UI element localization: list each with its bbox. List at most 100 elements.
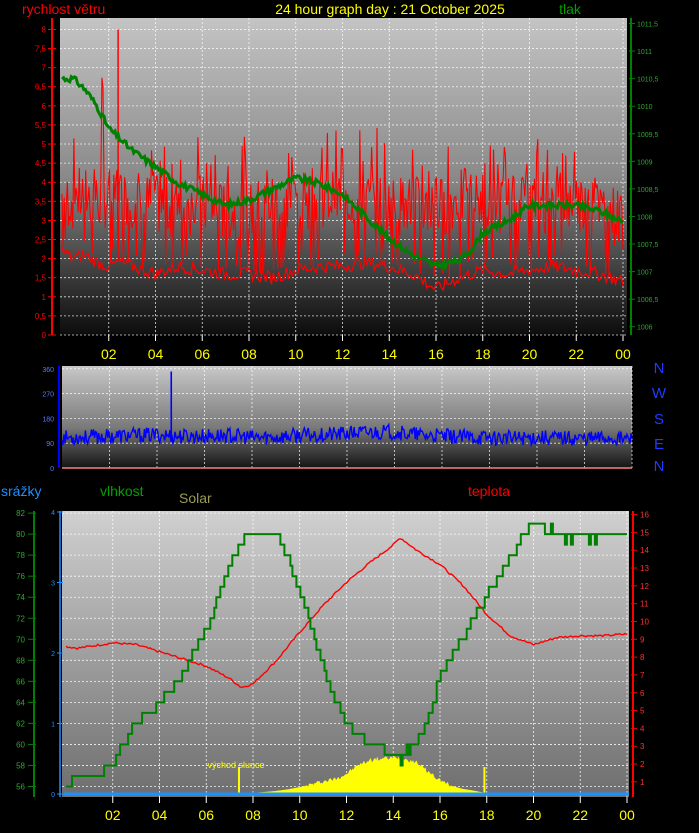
wind-axis-tick-label: 6	[42, 102, 47, 111]
humidity-axis-tick-label: 68	[16, 656, 25, 665]
pressure-axis-tick-label: 1006	[637, 325, 653, 332]
temperature-axis-tick-label: 13	[640, 564, 649, 573]
sunrise-label: východ slunce	[207, 760, 264, 770]
pressure-axis-tick-label: 1008,5	[637, 187, 659, 194]
rain-axis-tick-label: 3	[51, 581, 55, 588]
pressure-axis-tick-label: 1010	[637, 104, 653, 111]
temperature-axis-tick-label: 14	[640, 546, 649, 555]
pressure-axis-tick-label: 1008	[637, 214, 653, 221]
humidity-axis-tick-label: 80	[16, 530, 25, 539]
temperature-label: teplota	[468, 483, 510, 499]
wind-axis-tick-label: 1	[42, 293, 47, 302]
wind-x-tick-label: 20	[522, 346, 538, 362]
wind-axis-tick-label: 3	[42, 216, 47, 225]
temperature-axis-tick-label: 6	[640, 689, 645, 698]
wind-axis-tick-label: 5,5	[35, 121, 47, 130]
wind-x-tick-label: 10	[288, 346, 304, 362]
wind-axis-tick-label: 1,5	[35, 274, 47, 283]
lower-x-tick-label: 08	[245, 807, 261, 823]
humidity-label: vlhkost	[100, 483, 144, 499]
lower-x-tick-label: 20	[526, 807, 542, 823]
pressure-axis-tick-label: 1007,5	[637, 242, 659, 249]
humidity-axis-tick-label: 78	[16, 551, 25, 560]
temperature-axis-tick-label: 7	[640, 671, 645, 680]
rain-axis-tick-label: 1	[51, 722, 55, 729]
rain-label: srážky	[1, 483, 41, 499]
wind-x-tick-label: 12	[335, 346, 351, 362]
wind-axis-tick-label: 2,5	[35, 236, 47, 245]
lower-x-tick-label: 06	[198, 807, 214, 823]
wind-axis-tick-label: 8	[42, 25, 47, 34]
humidity-axis-tick-label: 70	[16, 635, 25, 644]
wind-speed-low-line	[61, 247, 624, 292]
temperature-axis-tick-label: 15	[640, 528, 649, 537]
wind-axis-tick-label: 6,5	[35, 83, 47, 92]
wind-speed-label: rychlost větru	[22, 1, 105, 17]
lower-x-tick-label: 16	[432, 807, 448, 823]
direction-axis-tick-label: 180	[42, 416, 54, 423]
humidity-axis-tick-label: 64	[16, 698, 25, 707]
lower-x-tick-label: 22	[572, 807, 588, 823]
wind-x-tick-label: 06	[194, 346, 210, 362]
temperature-axis-tick-label: 16	[640, 511, 649, 520]
rain-axis-tick-label: 2	[51, 651, 55, 658]
temperature-axis-tick-label: 12	[640, 582, 649, 591]
solar-label: Solar	[179, 490, 212, 506]
humidity-axis-tick-label: 56	[16, 782, 25, 791]
pressure-axis-tick-label: 1006,5	[637, 297, 659, 304]
humidity-axis-tick-label: 58	[16, 761, 25, 770]
wind-x-tick-label: 18	[475, 346, 491, 362]
direction-axis-tick-label: 270	[42, 392, 54, 399]
humidity-axis-tick-label: 60	[16, 740, 25, 749]
temperature-axis-tick-label: 1	[640, 778, 645, 787]
compass-east: E	[654, 436, 664, 453]
pressure-axis-tick-label: 1009,5	[637, 132, 659, 139]
lower-x-tick-label: 02	[105, 807, 121, 823]
lower-x-tick-label: 04	[152, 807, 168, 823]
wind-x-tick-label: 16	[428, 346, 444, 362]
wind-direction-plot-area	[62, 366, 632, 468]
direction-axis-tick-label: 90	[46, 441, 54, 448]
compass-north-top: N	[654, 360, 665, 377]
pressure-label: tlak	[559, 1, 582, 17]
temperature-axis-tick-label: 11	[640, 600, 649, 609]
temperature-axis-tick-label: 8	[640, 653, 645, 662]
temperature-axis-tick-label: 9	[640, 635, 645, 644]
wind-x-tick-label: 00	[615, 346, 631, 362]
rain-axis-tick-label: 4	[51, 510, 55, 517]
wind-axis-tick-label: 0	[42, 331, 47, 340]
graph-title: 24 hour graph day : 21 October 2025	[275, 1, 505, 17]
lower-x-tick-label: 00	[619, 807, 635, 823]
temperature-line	[65, 538, 628, 689]
wind-axis-tick-label: 4,5	[35, 159, 47, 168]
humidity-axis-tick-label: 82	[16, 509, 25, 518]
wind-axis-tick-label: 7	[42, 64, 47, 73]
lower-x-tick-label: 18	[479, 807, 495, 823]
temperature-axis-tick-label: 4	[640, 724, 645, 733]
lower-x-tick-label: 14	[385, 807, 401, 823]
wind-axis-tick-label: 5	[42, 140, 47, 149]
compass-west: W	[652, 385, 667, 402]
pressure-axis-tick-label: 1007	[637, 270, 653, 277]
rain-axis-tick-label: 0	[51, 792, 55, 799]
humidity-axis-tick-label: 72	[16, 614, 25, 623]
temperature-axis-tick-label: 2	[640, 760, 645, 769]
wind-direction-line	[61, 422, 633, 448]
compass-south: S	[654, 411, 664, 428]
humidity-line	[66, 522, 627, 788]
pressure-axis-tick-label: 1010,5	[637, 77, 659, 84]
wind-axis-tick-label: 7,5	[35, 45, 47, 54]
wind-x-tick-label: 02	[101, 346, 117, 362]
wind-axis-tick-label: 2	[42, 255, 47, 264]
pressure-axis-tick-label: 1011,5	[637, 22, 658, 29]
wind-x-tick-label: 14	[381, 346, 397, 362]
lower-x-tick-label: 10	[292, 807, 308, 823]
temperature-axis-tick-label: 10	[640, 617, 649, 626]
wind-x-tick-label: 04	[148, 346, 164, 362]
humidity-axis-tick-label: 74	[16, 593, 25, 602]
temperature-axis-tick-label: 5	[640, 707, 645, 716]
humidity-axis-tick-label: 76	[16, 572, 25, 581]
direction-axis-tick-label: 360	[42, 367, 54, 374]
lower-x-tick-label: 12	[339, 807, 355, 823]
